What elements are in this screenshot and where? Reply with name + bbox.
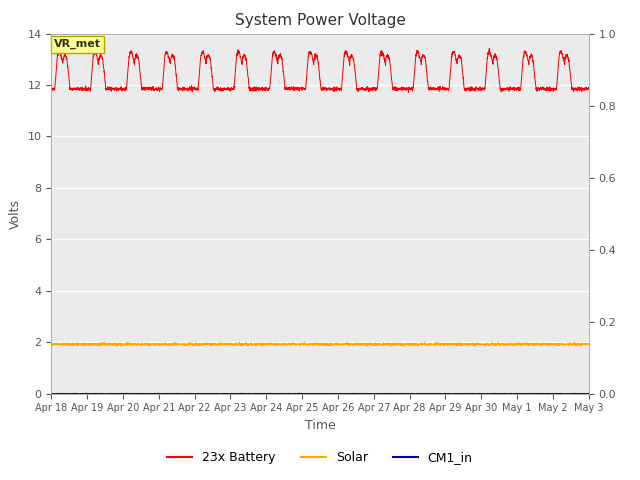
CM1_in [575, 391, 582, 396]
CM1_in [277, 390, 285, 396]
Solar [277, 342, 285, 348]
23x Battery [109, 86, 116, 92]
CM1_in [109, 391, 116, 396]
23x Battery [404, 89, 412, 95]
Solar [141, 341, 148, 347]
23x Battery [575, 85, 582, 91]
23x Battery [517, 86, 525, 92]
X-axis label: Time: Time [305, 419, 335, 432]
23x Battery [253, 86, 261, 92]
23x Battery [141, 86, 148, 92]
Title: System Power Voltage: System Power Voltage [235, 13, 405, 28]
23x Battery [47, 84, 55, 90]
CM1_in [516, 391, 524, 396]
Y-axis label: Volts: Volts [9, 199, 22, 228]
CM1_in [253, 391, 261, 396]
Legend: 23x Battery, Solar, CM1_in: 23x Battery, Solar, CM1_in [163, 446, 477, 469]
Solar [109, 342, 116, 348]
CM1_in [47, 391, 55, 396]
Solar [585, 341, 593, 347]
CM1_in [585, 391, 593, 396]
Solar [300, 339, 308, 345]
Solar [575, 342, 582, 348]
23x Battery [277, 54, 285, 60]
Solar [253, 341, 261, 347]
Solar [401, 343, 408, 349]
Solar [47, 342, 55, 348]
Text: VR_met: VR_met [54, 39, 101, 49]
23x Battery [486, 46, 493, 51]
Solar [517, 342, 525, 348]
Line: Solar: Solar [51, 342, 589, 346]
Line: 23x Battery: 23x Battery [51, 48, 589, 92]
CM1_in [97, 390, 105, 396]
CM1_in [141, 391, 148, 396]
23x Battery [585, 85, 593, 91]
